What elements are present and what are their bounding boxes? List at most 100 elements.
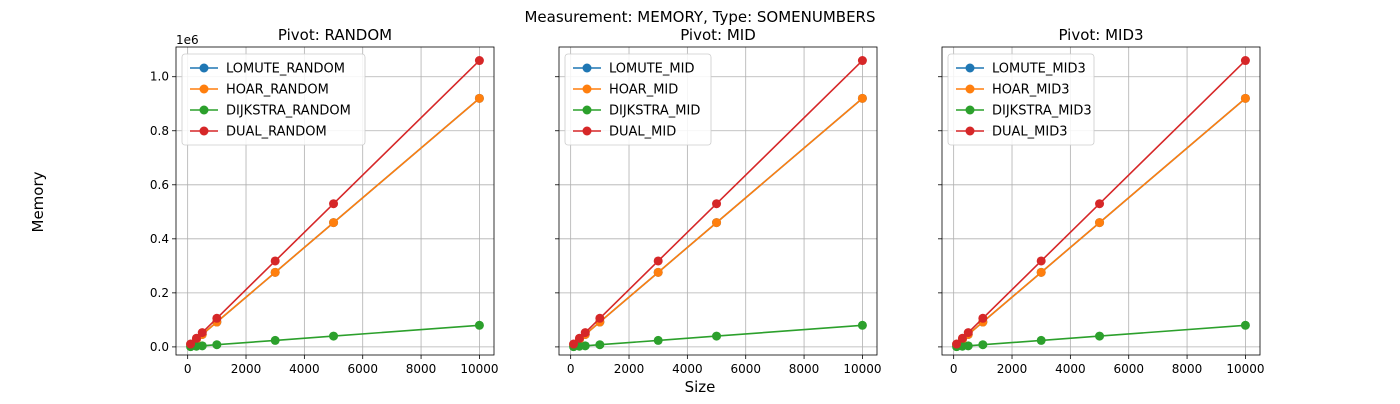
x-tick-label: 4000: [289, 362, 320, 376]
legend: LOMUTE_RANDOM HOAR_RANDOM DIJKSTRA_RANDOM D…: [182, 54, 365, 145]
subplot-title: Pivot: RANDOM: [278, 26, 392, 44]
legend-marker-hoar: [966, 85, 975, 94]
data-point-dijkstra: [329, 332, 338, 341]
legend-marker-dual: [966, 127, 975, 136]
legend-label: LOMUTE_MID3: [992, 62, 1086, 77]
data-point-hoar: [654, 268, 663, 277]
data-point-hoar: [475, 94, 484, 103]
x-tick-label: 10000: [460, 362, 498, 376]
legend-label: HOAR_RANDOM: [226, 83, 329, 98]
data-point-dual: [198, 328, 207, 337]
legend-label: LOMUTE_MID: [609, 62, 694, 77]
y-tick-label: 1.0: [150, 70, 169, 84]
data-point-dijkstra: [964, 341, 973, 350]
data-point-dijkstra: [654, 336, 663, 345]
x-tick-label: 4000: [1055, 362, 1086, 376]
x-tick-label: 0: [567, 362, 575, 376]
y-tick-label: 0.2: [150, 286, 169, 300]
x-tick-label: 8000: [406, 362, 437, 376]
legend-label: DUAL_MID3: [992, 125, 1068, 140]
legend-marker-hoar: [200, 85, 209, 94]
legend: LOMUTE_MID3 HOAR_MID3 DIJKSTRA_MID3 DUAL_MI…: [948, 54, 1094, 145]
y-tick-label: 0.4: [150, 232, 169, 246]
data-point-dijkstra: [712, 332, 721, 341]
data-point-dual: [654, 256, 663, 265]
data-point-dual: [1037, 256, 1046, 265]
data-point-dijkstra: [858, 321, 867, 330]
legend-label: HOAR_MID3: [992, 83, 1070, 98]
legend: LOMUTE_MID HOAR_MID DIJKSTRA_MID DUAL_MID: [565, 54, 711, 145]
legend-label: DIJKSTRA_RANDOM: [226, 104, 351, 119]
data-point-hoar: [1241, 94, 1250, 103]
data-point-dijkstra: [1037, 336, 1046, 345]
data-point-dual: [475, 56, 484, 65]
y-offset-text: 1e6: [176, 33, 199, 47]
subplot-1: 0 2000 4000 6000 8000 10000 0.0 0.2 0.4 0.6 0.8 1.0…: [150, 26, 499, 376]
x-tick-label: 10000: [843, 362, 881, 376]
legend-marker-hoar: [583, 85, 592, 94]
data-point-dual: [1095, 199, 1104, 208]
x-tick-label: 0: [950, 362, 958, 376]
data-point-dual: [271, 256, 280, 265]
data-point-dijkstra: [198, 341, 207, 350]
data-point-dual: [712, 199, 721, 208]
subplots: 0 2000 4000 6000 8000 10000 0.0 0.2 0.4 0.6 0.8 1.0…: [150, 26, 1265, 376]
x-tick-label: 2000: [997, 362, 1028, 376]
legend-label: DIJKSTRA_MID: [609, 104, 700, 119]
figure-xlabel: Size: [685, 378, 716, 396]
x-tick-label: 8000: [789, 362, 820, 376]
data-point-dual: [964, 328, 973, 337]
data-point-hoar: [858, 94, 867, 103]
x-tick-label: 6000: [347, 362, 378, 376]
legend-marker-dual: [583, 127, 592, 136]
legend-marker-dijkstra: [583, 106, 592, 115]
data-point-dijkstra: [978, 340, 987, 349]
data-point-dual: [1241, 56, 1250, 65]
x-tick-label: 2000: [231, 362, 262, 376]
data-point-hoar: [271, 268, 280, 277]
legend-marker-dijkstra: [200, 106, 209, 115]
data-point-hoar: [329, 218, 338, 227]
subplot-title: Pivot: MID3: [1058, 26, 1143, 44]
x-tick-label: 6000: [1113, 362, 1144, 376]
data-point-dijkstra: [581, 341, 590, 350]
legend-label: LOMUTE_RANDOM: [226, 62, 345, 77]
data-point-dijkstra: [271, 336, 280, 345]
legend-label: DUAL_RANDOM: [226, 125, 327, 140]
subplot-title: Pivot: MID: [680, 26, 756, 44]
data-point-dual: [858, 56, 867, 65]
y-tick-label: 0.0: [150, 340, 169, 354]
data-point-dual: [978, 314, 987, 323]
legend-marker-lomute: [966, 64, 975, 73]
legend-label: DUAL_MID: [609, 125, 676, 140]
data-point-hoar: [1037, 268, 1046, 277]
x-tick-label: 0: [184, 362, 192, 376]
data-point-hoar: [1095, 218, 1104, 227]
data-point-dual: [329, 199, 338, 208]
y-tick-label: 0.6: [150, 178, 169, 192]
data-point-dijkstra: [1241, 321, 1250, 330]
data-point-dual: [595, 314, 604, 323]
figure-ylabel: Memory: [29, 171, 47, 232]
legend-marker-lomute: [583, 64, 592, 73]
x-tick-label: 2000: [614, 362, 645, 376]
legend-marker-dual: [200, 127, 209, 136]
subplot-2: 0 2000 4000 6000 8000 10000 Pivot: MID LOMUTE_M…: [555, 26, 882, 376]
data-point-dijkstra: [212, 340, 221, 349]
legend-label: HOAR_MID: [609, 83, 678, 98]
data-point-dijkstra: [1095, 332, 1104, 341]
y-tick-label: 0.8: [150, 124, 169, 138]
legend-marker-lomute: [200, 64, 209, 73]
x-tick-label: 10000: [1226, 362, 1264, 376]
legend-marker-dijkstra: [966, 106, 975, 115]
x-tick-label: 4000: [672, 362, 703, 376]
x-tick-label: 8000: [1172, 362, 1203, 376]
data-point-dual: [212, 314, 221, 323]
legend-label: DIJKSTRA_MID3: [992, 104, 1092, 119]
data-point-dual: [581, 328, 590, 337]
x-tick-label: 6000: [730, 362, 761, 376]
data-point-dijkstra: [475, 321, 484, 330]
subplot-3: 0 2000 4000 6000 8000 10000 Pivot: MID3 LOMUTE_…: [938, 26, 1265, 376]
